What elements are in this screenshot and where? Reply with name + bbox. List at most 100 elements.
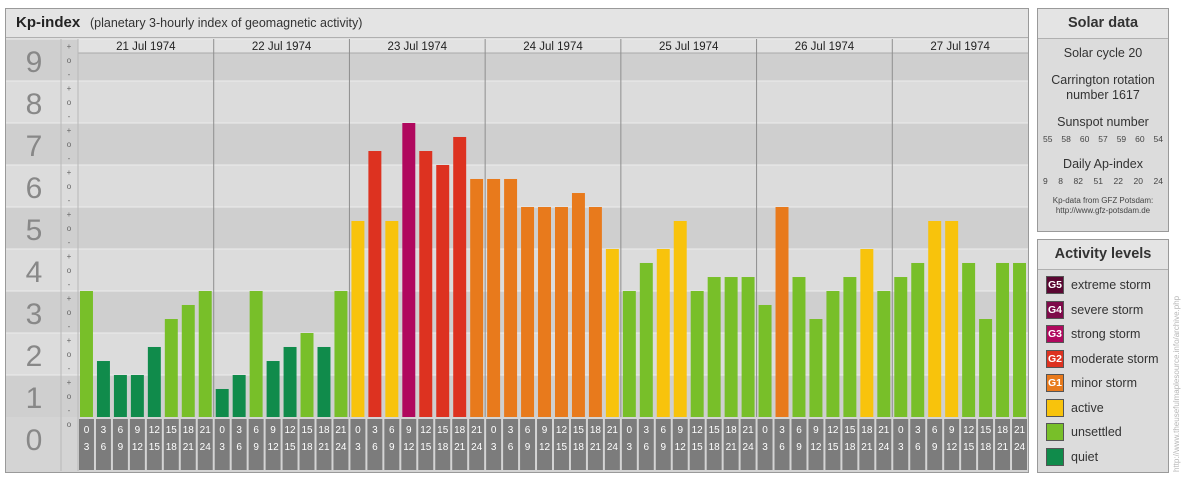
hour-label-end: 3	[491, 442, 497, 453]
y-tick-label: 3	[26, 298, 43, 331]
hour-label-end: 3	[84, 442, 90, 453]
hour-label-start: 15	[709, 425, 721, 436]
hour-label-box	[927, 419, 943, 470]
hour-label-box	[350, 419, 366, 470]
y-minor-label: -	[68, 196, 71, 205]
hour-label-box	[282, 419, 298, 470]
kp-bar	[470, 178, 484, 417]
y-tick-label: 4	[26, 256, 43, 289]
kp-bar	[351, 220, 365, 417]
activity-levels-panel: Activity levels G5 extreme storm G4 severe …	[1037, 239, 1169, 473]
hour-label-box	[79, 419, 94, 470]
hour-label-end: 6	[101, 442, 107, 453]
kp-bar	[809, 319, 823, 417]
hour-label-end: 24	[200, 442, 212, 453]
y-minor-label: -	[68, 70, 71, 79]
hour-label-start: 15	[301, 425, 313, 436]
hour-label-box	[910, 419, 926, 470]
legend-swatch	[1046, 423, 1064, 441]
hour-label-end: 6	[644, 442, 650, 453]
legend-label: active	[1071, 400, 1104, 415]
legend-swatch	[1046, 398, 1064, 417]
kp-bar	[877, 291, 891, 417]
hour-label-box	[672, 419, 688, 470]
y-minor-label: o	[67, 56, 72, 65]
hour-label-box	[944, 419, 960, 470]
hour-label-box	[791, 419, 807, 470]
hour-label-box	[95, 419, 111, 470]
y-minor-label: +	[67, 168, 72, 177]
hour-label-start: 9	[406, 425, 412, 436]
hour-label-end: 12	[675, 442, 687, 453]
hour-label-box	[384, 419, 400, 470]
hour-label-start: 9	[813, 425, 819, 436]
y-minor-label: -	[68, 364, 71, 373]
kp-bar	[317, 346, 331, 417]
hour-label-end: 21	[590, 442, 602, 453]
y-tick-label: 2	[26, 340, 43, 373]
legend-swatch: G1	[1046, 374, 1064, 392]
hour-label-end: 18	[844, 442, 856, 453]
kp-bar	[555, 207, 568, 417]
kp-bar	[945, 220, 959, 417]
hour-label-start: 6	[796, 425, 802, 436]
kp-band	[6, 81, 1028, 123]
hour-label-start: 3	[644, 425, 650, 436]
y-tick-label: 9	[26, 46, 43, 79]
hour-label-box	[570, 419, 586, 470]
hour-label-end: 21	[318, 442, 330, 453]
day-header: 25 Jul 1974	[659, 41, 719, 53]
hour-label-start: 0	[898, 425, 904, 436]
hour-label-start: 3	[372, 425, 378, 436]
hour-label-start: 21	[878, 425, 890, 436]
hour-label-end: 6	[779, 442, 785, 453]
hour-label-start: 6	[118, 425, 124, 436]
kp-bar	[232, 375, 246, 417]
legend-swatch: G5	[1046, 276, 1064, 294]
kp-bar	[622, 291, 636, 417]
hour-label-end: 18	[573, 442, 585, 453]
hour-label-end: 15	[284, 442, 296, 453]
kp-bar	[504, 178, 518, 417]
y-minor-label: o	[67, 182, 72, 191]
hour-label-end: 3	[355, 442, 361, 453]
kp-bar	[368, 151, 382, 417]
solar-data-title: Solar data	[1038, 9, 1168, 39]
hour-label-end: 24	[1014, 442, 1026, 453]
y-minor-label: -	[68, 280, 71, 289]
kp-bar	[538, 207, 551, 417]
kp-bar	[521, 207, 535, 417]
kp-bar	[181, 304, 195, 417]
hour-label-end: 6	[236, 442, 242, 453]
kp-bar	[300, 333, 314, 417]
y-minor-label: o	[67, 308, 72, 317]
kp-bar	[826, 291, 840, 417]
ap-value: 20	[1133, 176, 1143, 186]
kp-bar	[639, 262, 653, 417]
ap-values: 9 8 82 51 22 20 24	[1038, 176, 1168, 186]
day-header: 23 Jul 1974	[388, 41, 448, 53]
hour-label-start: 12	[827, 425, 839, 436]
hour-label-start: 18	[454, 425, 466, 436]
sunspot-value: 60	[1135, 134, 1145, 144]
watermark: http://www.theusefulmaplesource.info/arc…	[1172, 295, 1181, 472]
y-tick-label: 1	[26, 382, 43, 415]
hour-label-start: 0	[627, 425, 633, 436]
ap-value: 24	[1153, 176, 1163, 186]
hour-label-start: 21	[743, 425, 755, 436]
hour-label-end: 15	[420, 442, 432, 453]
carrington-line-1: Carrington rotation	[1051, 73, 1155, 87]
hour-label-box	[367, 419, 383, 470]
kp-bar	[894, 277, 908, 417]
hour-label-end: 9	[525, 442, 531, 453]
kp-bar	[402, 123, 416, 417]
y-minor-label: +	[67, 210, 72, 219]
legend-item: G4 severe storm	[1046, 300, 1143, 320]
kp-bar	[385, 220, 399, 417]
hour-label-start: 3	[101, 425, 107, 436]
hour-label-start: 0	[491, 425, 497, 436]
hour-label-end: 9	[660, 442, 666, 453]
hour-label-start: 3	[236, 425, 242, 436]
legend-item: active	[1046, 398, 1104, 418]
y-minor-label: o	[67, 98, 72, 107]
